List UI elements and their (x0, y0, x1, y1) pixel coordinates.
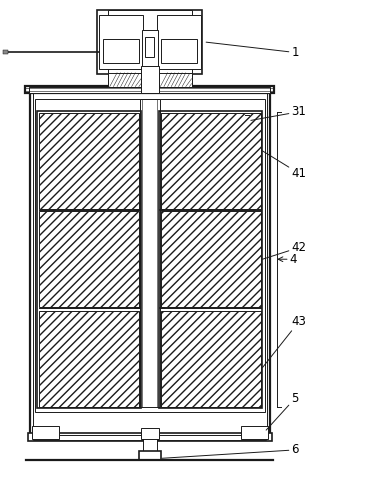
Bar (161, 311, 261, 407)
Bar (161, 113, 261, 208)
Bar (39, 113, 139, 208)
Text: 42: 42 (262, 241, 307, 259)
Circle shape (104, 19, 109, 26)
Bar (161, 39, 197, 63)
Bar (158, 73, 192, 87)
Bar (26, 86, 274, 94)
Circle shape (190, 19, 195, 26)
Bar (30, 90, 270, 438)
Circle shape (132, 19, 137, 26)
Bar (39, 211, 139, 307)
Text: 6: 6 (162, 444, 299, 458)
Bar (108, 10, 192, 87)
Bar (32, 426, 59, 439)
Bar (33, 94, 267, 434)
Circle shape (162, 19, 168, 26)
Text: 31: 31 (251, 105, 307, 120)
Bar (141, 428, 159, 439)
Bar (34, 435, 266, 440)
Bar (37, 110, 141, 408)
Bar (108, 73, 141, 87)
Text: 43: 43 (262, 315, 307, 368)
Bar (241, 426, 268, 439)
Bar (141, 66, 159, 94)
Bar (103, 39, 139, 63)
Bar (157, 15, 201, 69)
Bar (97, 10, 203, 74)
Circle shape (129, 14, 140, 30)
Bar (28, 433, 272, 442)
Bar (99, 15, 142, 69)
Bar (143, 438, 157, 453)
Circle shape (159, 14, 171, 30)
Bar (161, 211, 261, 307)
Text: 41: 41 (262, 151, 307, 180)
Bar (140, 99, 160, 407)
Bar (39, 311, 139, 407)
Text: 1: 1 (206, 42, 299, 59)
Bar (35, 99, 265, 412)
Bar (159, 110, 262, 408)
Bar (142, 30, 158, 87)
Circle shape (187, 14, 199, 30)
Circle shape (101, 14, 113, 30)
Text: 4: 4 (278, 253, 297, 266)
Text: 5: 5 (266, 392, 299, 430)
Bar (3, 50, 8, 54)
Bar (29, 87, 270, 93)
Bar (138, 451, 161, 460)
Bar (145, 37, 154, 57)
